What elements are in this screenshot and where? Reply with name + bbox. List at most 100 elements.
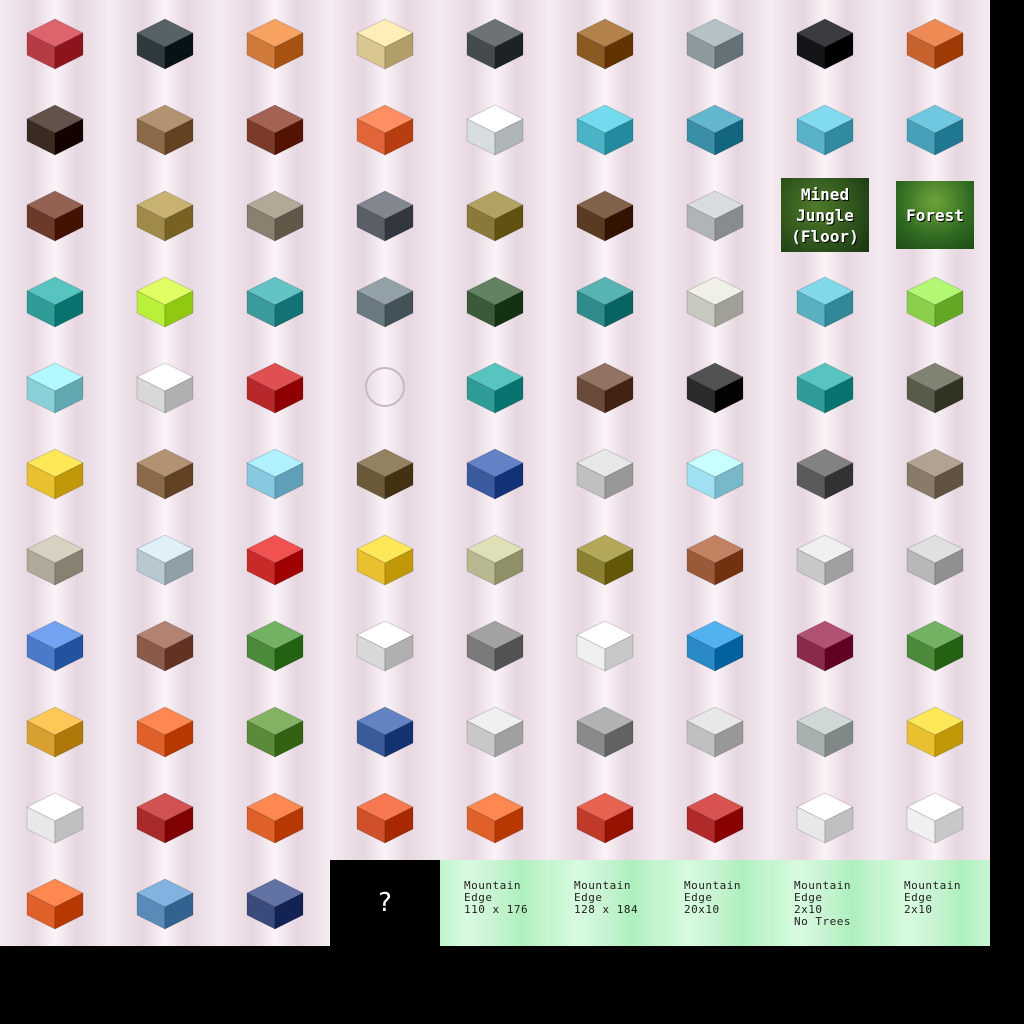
sheet-cell[interactable] xyxy=(330,86,440,172)
sheet-cell[interactable] xyxy=(110,172,220,258)
sheet-cell[interactable] xyxy=(0,344,110,430)
sheet-cell[interactable] xyxy=(440,258,550,344)
sheet-cell[interactable] xyxy=(0,258,110,344)
sheet-cell[interactable] xyxy=(770,688,880,774)
sheet-cell[interactable] xyxy=(330,172,440,258)
sheet-cell[interactable] xyxy=(440,516,550,602)
sheet-cell[interactable] xyxy=(440,602,550,688)
sheet-cell[interactable] xyxy=(110,688,220,774)
sheet-cell[interactable] xyxy=(220,344,330,430)
sheet-cell[interactable] xyxy=(440,344,550,430)
sheet-cell[interactable] xyxy=(0,860,110,946)
sheet-cell[interactable] xyxy=(770,258,880,344)
sheet-cell[interactable] xyxy=(550,774,660,860)
sheet-cell[interactable] xyxy=(110,860,220,946)
sheet-cell[interactable] xyxy=(110,774,220,860)
sheet-cell[interactable] xyxy=(770,344,880,430)
sheet-cell[interactable] xyxy=(880,86,990,172)
sheet-cell[interactable]: Mountain Edge 2x10 No Trees xyxy=(770,860,880,946)
sheet-cell[interactable] xyxy=(330,0,440,86)
sheet-cell[interactable] xyxy=(220,86,330,172)
sheet-cell[interactable] xyxy=(220,0,330,86)
sheet-cell[interactable] xyxy=(0,688,110,774)
sheet-cell[interactable] xyxy=(110,344,220,430)
sheet-cell[interactable] xyxy=(330,602,440,688)
sheet-cell[interactable] xyxy=(550,602,660,688)
sheet-cell[interactable] xyxy=(330,344,440,430)
sheet-cell[interactable] xyxy=(770,86,880,172)
sheet-cell[interactable] xyxy=(660,258,770,344)
rock-pedestal-icon xyxy=(26,534,84,586)
sheet-cell[interactable] xyxy=(550,688,660,774)
sheet-cell[interactable] xyxy=(0,430,110,516)
sheet-cell[interactable] xyxy=(440,0,550,86)
sheet-cell[interactable] xyxy=(110,516,220,602)
sheet-cell[interactable] xyxy=(880,344,990,430)
sheet-cell[interactable]: ? xyxy=(330,860,440,946)
sheet-cell[interactable] xyxy=(440,172,550,258)
sheet-cell[interactable] xyxy=(660,0,770,86)
sheet-cell[interactable] xyxy=(220,430,330,516)
sheet-cell[interactable] xyxy=(550,258,660,344)
sheet-cell[interactable] xyxy=(550,344,660,430)
sheet-cell[interactable] xyxy=(550,0,660,86)
sheet-cell[interactable] xyxy=(660,86,770,172)
sheet-cell[interactable] xyxy=(330,430,440,516)
sheet-cell[interactable] xyxy=(660,774,770,860)
sheet-cell[interactable] xyxy=(220,258,330,344)
sheet-cell[interactable] xyxy=(770,774,880,860)
sheet-cell[interactable] xyxy=(110,430,220,516)
sheet-cell[interactable] xyxy=(330,258,440,344)
sheet-cell[interactable] xyxy=(880,258,990,344)
sheet-cell[interactable] xyxy=(330,774,440,860)
sheet-cell[interactable] xyxy=(440,86,550,172)
sheet-cell[interactable] xyxy=(880,774,990,860)
sheet-cell[interactable]: Mountain Edge 2x10 xyxy=(880,860,990,946)
sheet-cell[interactable]: Mountain Edge 128 x 184 xyxy=(550,860,660,946)
sheet-cell[interactable] xyxy=(880,516,990,602)
sheet-cell[interactable] xyxy=(880,0,990,86)
sheet-cell[interactable]: Forest xyxy=(880,172,990,258)
sheet-cell[interactable] xyxy=(220,602,330,688)
sheet-cell[interactable] xyxy=(660,602,770,688)
sheet-cell[interactable] xyxy=(220,860,330,946)
sheet-cell[interactable] xyxy=(550,86,660,172)
sheet-cell[interactable] xyxy=(0,516,110,602)
sheet-cell[interactable] xyxy=(440,688,550,774)
sheet-cell[interactable] xyxy=(330,516,440,602)
sheet-cell[interactable] xyxy=(550,516,660,602)
sheet-cell[interactable] xyxy=(880,602,990,688)
sheet-cell[interactable] xyxy=(770,602,880,688)
sheet-cell[interactable] xyxy=(440,774,550,860)
sheet-cell[interactable] xyxy=(220,774,330,860)
sheet-cell[interactable] xyxy=(110,258,220,344)
sheet-cell[interactable] xyxy=(880,430,990,516)
sheet-cell[interactable] xyxy=(550,172,660,258)
sheet-cell[interactable] xyxy=(0,86,110,172)
sheet-cell[interactable] xyxy=(220,172,330,258)
sheet-cell[interactable] xyxy=(660,688,770,774)
sheet-cell[interactable] xyxy=(660,516,770,602)
sheet-cell[interactable] xyxy=(0,602,110,688)
sheet-cell[interactable]: Mountain Edge 20x10 xyxy=(660,860,770,946)
sheet-cell[interactable]: Mountain Edge 110 x 176 xyxy=(440,860,550,946)
sheet-cell[interactable] xyxy=(110,0,220,86)
sheet-cell[interactable] xyxy=(660,172,770,258)
sheet-cell[interactable] xyxy=(220,516,330,602)
sheet-cell[interactable] xyxy=(0,172,110,258)
sheet-cell[interactable] xyxy=(110,86,220,172)
sheet-cell[interactable] xyxy=(770,430,880,516)
sheet-cell[interactable] xyxy=(770,0,880,86)
sheet-cell[interactable] xyxy=(660,430,770,516)
sheet-cell[interactable] xyxy=(0,774,110,860)
sheet-cell[interactable] xyxy=(0,0,110,86)
sheet-cell[interactable]: Mined Jungle (Floor) xyxy=(770,172,880,258)
sheet-cell[interactable] xyxy=(550,430,660,516)
sheet-cell[interactable] xyxy=(660,344,770,430)
sheet-cell[interactable] xyxy=(880,688,990,774)
sheet-cell[interactable] xyxy=(440,430,550,516)
sheet-cell[interactable] xyxy=(220,688,330,774)
sheet-cell[interactable] xyxy=(110,602,220,688)
sheet-cell[interactable] xyxy=(330,688,440,774)
sheet-cell[interactable] xyxy=(770,516,880,602)
